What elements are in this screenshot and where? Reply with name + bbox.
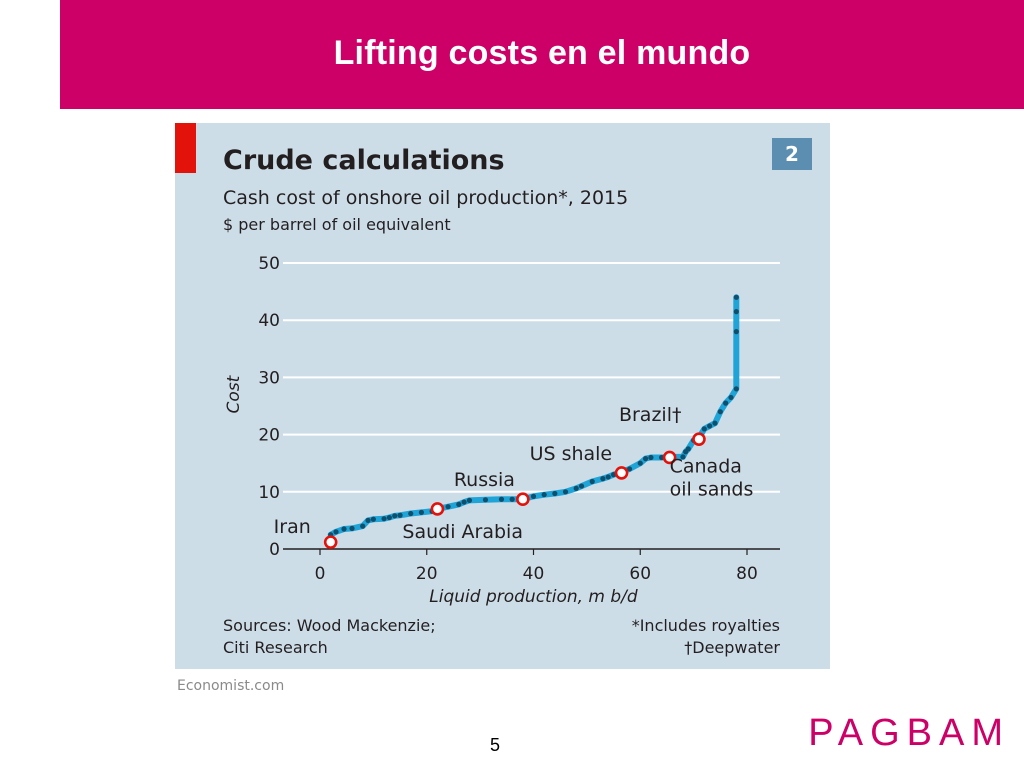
data-point-18 xyxy=(466,497,473,503)
page-number: 5 xyxy=(490,735,501,755)
data-point-48 xyxy=(717,409,723,415)
y-tick-label-0: 0 xyxy=(269,540,280,560)
data-point-45 xyxy=(701,426,707,432)
data-point-51 xyxy=(733,386,739,392)
data-point-47 xyxy=(712,420,718,426)
data-point-12 xyxy=(418,509,425,515)
chart-subtitle: Cash cost of onshore oil production*, 20… xyxy=(223,187,629,209)
data-point-50 xyxy=(728,394,734,401)
data-point-15 xyxy=(445,504,451,510)
highlight-marker-5 xyxy=(692,432,706,446)
data-point-54 xyxy=(733,294,739,300)
data-point-53 xyxy=(733,309,739,315)
chart-number-badge: 2 xyxy=(772,138,812,170)
data-point-42 xyxy=(685,446,691,452)
data-point-40 xyxy=(680,454,686,460)
data-point-46 xyxy=(707,423,713,429)
data-point-1 xyxy=(333,529,339,535)
red-tag-decoration xyxy=(175,123,196,173)
highlight-marker-1 xyxy=(430,502,445,516)
data-point-24 xyxy=(541,492,547,498)
data-point-23 xyxy=(530,493,537,499)
data-point-49 xyxy=(723,400,729,406)
data-point-4 xyxy=(360,523,366,529)
data-point-28 xyxy=(578,483,585,489)
y-tick-label-30: 30 xyxy=(258,368,280,388)
data-point-7 xyxy=(381,516,387,522)
note-royalties: *Includes royalties xyxy=(631,616,780,635)
data-point-30 xyxy=(600,476,606,482)
data-point-29 xyxy=(589,478,595,485)
highlight-label-4: Canada oil sands xyxy=(670,455,754,500)
data-point-34 xyxy=(626,466,633,472)
data-point-10 xyxy=(397,512,403,518)
y-tick-label-40: 40 xyxy=(258,311,280,331)
x-tick-label-40: 40 xyxy=(523,564,545,584)
x-tick-label-80: 80 xyxy=(736,564,758,584)
source-line-1: Sources: Wood Mackenzie; xyxy=(223,616,436,635)
note-deepwater: †Deepwater xyxy=(684,638,780,657)
x-axis-label: Liquid production, m b/d xyxy=(429,587,638,607)
data-point-27 xyxy=(573,485,579,491)
data-point-11 xyxy=(408,510,414,517)
highlight-marker-0 xyxy=(323,535,338,549)
data-point-16 xyxy=(456,501,462,507)
data-point-25 xyxy=(552,490,558,497)
y-axis-label: Cost xyxy=(224,374,244,413)
data-point-35 xyxy=(637,460,643,466)
highlight-label-2: Russia xyxy=(454,469,515,491)
highlight-label-0: Iran xyxy=(274,516,311,538)
highlight-label-5: Brazil† xyxy=(619,404,682,426)
chart-title: Crude calculations xyxy=(223,145,505,176)
data-point-17 xyxy=(461,499,467,505)
y-tick-label-50: 50 xyxy=(258,254,280,274)
data-point-3 xyxy=(349,525,355,532)
data-point-5 xyxy=(365,517,371,523)
chart-panel: 2 Crude calculations Cash cost of onshor… xyxy=(175,123,830,669)
data-point-52 xyxy=(733,329,739,335)
highlight-marker-3 xyxy=(614,466,629,480)
source-line-2: Citi Research xyxy=(223,638,328,657)
chart-notes: *Includes royalties †Deepwater xyxy=(632,615,780,659)
data-point-37 xyxy=(648,454,654,461)
data-point-19 xyxy=(482,497,489,503)
chart-sources: Sources: Wood Mackenzie; Citi Research xyxy=(223,615,436,659)
data-point-20 xyxy=(498,496,505,502)
data-point-8 xyxy=(386,514,392,521)
data-point-6 xyxy=(370,516,376,522)
data-point-21 xyxy=(509,496,515,502)
y-tick-label-20: 20 xyxy=(258,426,280,446)
chart-credit: Economist.com xyxy=(177,678,285,694)
highlight-label-1: Saudi Arabia xyxy=(402,521,523,543)
highlight-marker-4 xyxy=(662,450,677,465)
data-point-2 xyxy=(341,526,347,532)
x-tick-label-0: 0 xyxy=(315,564,326,584)
chart-unit: $ per barrel of oil equivalent xyxy=(223,215,451,234)
x-tick-label-60: 60 xyxy=(629,564,651,584)
y-tick-label-10: 10 xyxy=(258,483,280,503)
brand-logo: PAGBAM xyxy=(808,712,1010,754)
chart-plot: 0 10 20 30 40 50 0 20 40 60 80 Liquid production, m… xyxy=(224,254,780,607)
data-point-31 xyxy=(605,474,611,480)
data-point-26 xyxy=(562,489,569,495)
highlight-label-3: US shale xyxy=(530,443,613,465)
highlight-marker-2 xyxy=(516,492,530,507)
data-point-38 xyxy=(659,454,665,461)
x-tick-label-20: 20 xyxy=(416,564,438,584)
data-point-36 xyxy=(642,456,649,462)
slide-title: Lifting costs en el mundo xyxy=(333,34,751,72)
data-point-9 xyxy=(392,513,398,519)
title-banner: Lifting costs en el mundo xyxy=(60,0,1024,109)
